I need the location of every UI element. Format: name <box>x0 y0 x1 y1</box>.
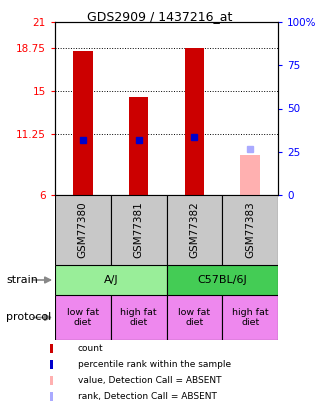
Bar <box>50 360 53 369</box>
Text: GSM77383: GSM77383 <box>245 202 255 258</box>
Bar <box>73 51 92 195</box>
Text: high fat
diet: high fat diet <box>120 308 157 327</box>
Text: GDS2909 / 1437216_at: GDS2909 / 1437216_at <box>87 11 233 23</box>
Bar <box>55 265 166 295</box>
Text: strain: strain <box>6 275 38 285</box>
Bar <box>55 295 111 340</box>
Text: value, Detection Call = ABSENT: value, Detection Call = ABSENT <box>78 376 221 385</box>
Bar <box>111 295 166 340</box>
Bar <box>50 343 53 353</box>
Text: low fat
diet: low fat diet <box>67 308 99 327</box>
Text: high fat
diet: high fat diet <box>232 308 268 327</box>
Bar <box>111 195 166 265</box>
Text: low fat
diet: low fat diet <box>178 308 211 327</box>
Bar <box>166 265 278 295</box>
Text: A/J: A/J <box>103 275 118 285</box>
Bar <box>185 48 204 195</box>
Text: count: count <box>78 343 103 353</box>
Bar <box>222 295 278 340</box>
Bar <box>129 97 148 195</box>
Text: GSM77382: GSM77382 <box>189 202 199 258</box>
Bar <box>50 376 53 385</box>
Text: percentile rank within the sample: percentile rank within the sample <box>78 360 231 369</box>
Bar <box>55 195 111 265</box>
Bar <box>166 195 222 265</box>
Text: C57BL/6J: C57BL/6J <box>197 275 247 285</box>
Bar <box>50 392 53 401</box>
Text: protocol: protocol <box>6 313 52 322</box>
Bar <box>166 295 222 340</box>
Text: rank, Detection Call = ABSENT: rank, Detection Call = ABSENT <box>78 392 217 401</box>
Text: GSM77380: GSM77380 <box>78 202 88 258</box>
Bar <box>222 195 278 265</box>
Text: GSM77381: GSM77381 <box>134 202 144 258</box>
Bar <box>240 155 260 195</box>
